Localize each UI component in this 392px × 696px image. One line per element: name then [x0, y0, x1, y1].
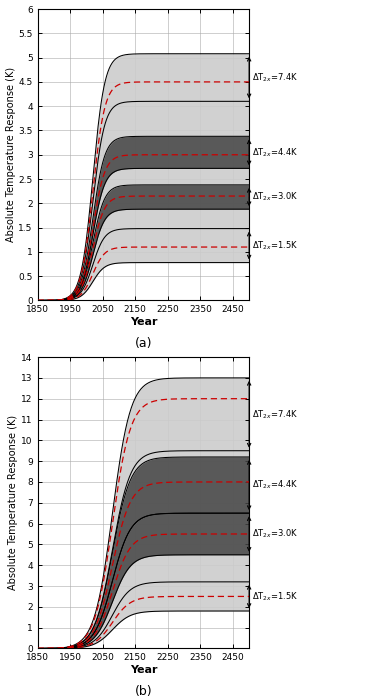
Text: (a): (a): [134, 337, 152, 350]
Text: ΔT$_{2x}$=7.4K: ΔT$_{2x}$=7.4K: [252, 71, 299, 84]
Text: ΔT$_{2x}$=3.0K: ΔT$_{2x}$=3.0K: [252, 191, 299, 203]
Text: (b): (b): [134, 685, 152, 696]
X-axis label: Year: Year: [130, 665, 157, 675]
Text: ΔT$_{2x}$=4.4K: ΔT$_{2x}$=4.4K: [252, 479, 299, 491]
Text: ΔT$_{2x}$=3.0K: ΔT$_{2x}$=3.0K: [252, 528, 299, 540]
Text: ΔT$_{2x}$=4.4K: ΔT$_{2x}$=4.4K: [252, 146, 299, 159]
X-axis label: Year: Year: [130, 317, 157, 327]
Y-axis label: Absolute Temperature Response (K): Absolute Temperature Response (K): [9, 416, 18, 590]
Text: ΔT$_{2x}$=1.5K: ΔT$_{2x}$=1.5K: [252, 590, 299, 603]
Text: ΔT$_{2x}$=7.4K: ΔT$_{2x}$=7.4K: [252, 408, 299, 420]
Y-axis label: Absolute Temperature Response (K): Absolute Temperature Response (K): [5, 68, 16, 242]
Text: ΔT$_{2x}$=1.5K: ΔT$_{2x}$=1.5K: [252, 239, 299, 252]
